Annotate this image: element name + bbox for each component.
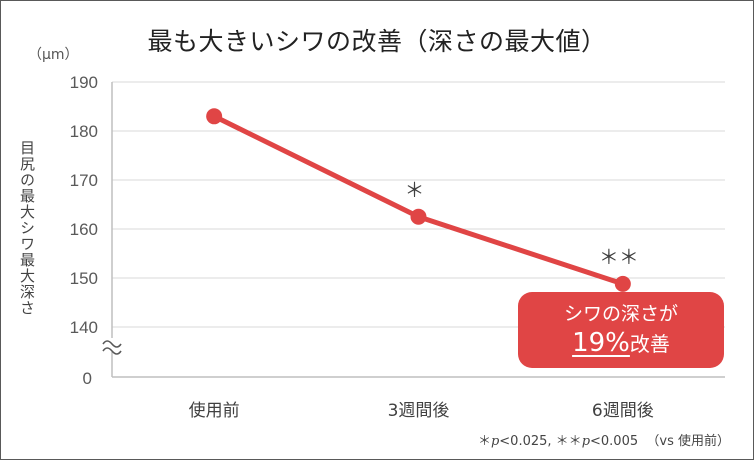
footnote-t2: <0.005: [590, 434, 639, 449]
x-tick-label: 3週間後: [388, 401, 450, 421]
data-point: [614, 275, 631, 292]
chart-title: 最も大きいシワの改善（深さの最大値）: [147, 27, 607, 56]
x-tick-label: 6週間後: [592, 401, 654, 421]
y-tick-label: 180: [70, 122, 98, 141]
significance-marker: ＊: [405, 178, 425, 202]
improvement-callout: シワの深さが 19%改善: [518, 292, 724, 368]
y-tick-label: 190: [70, 73, 98, 92]
callout-percent: 19%: [572, 328, 630, 358]
footnote-t1: <0.025,: [499, 434, 552, 449]
y-axis-label: 目尻の最大シワ最大深さ: [18, 140, 36, 316]
footnote-p2: p: [581, 434, 591, 449]
callout-suffix: 改善: [629, 332, 670, 356]
footnote-star1: ＊: [477, 434, 491, 449]
significance-footnote: ＊p<0.025, ＊＊p<0.005 （vs 使用前）: [478, 430, 730, 449]
footnote-p1: p: [490, 434, 500, 449]
x-tick-label: 使用前: [189, 400, 240, 421]
y-tick-label: 170: [70, 171, 98, 190]
footnote-star2: ＊＊: [555, 434, 582, 449]
y-tick-label: 150: [70, 269, 98, 288]
callout-line1: シワの深さが: [563, 303, 678, 325]
footnote-vs: （vs 使用前）: [646, 434, 730, 449]
data-point: [206, 108, 223, 125]
y-tick-label: 140: [70, 318, 98, 337]
significance-marker: ＊＊: [599, 245, 639, 269]
y-tick-label: 160: [70, 220, 98, 239]
callout-line2: 19%改善: [518, 328, 724, 358]
y-tick-label: 0: [83, 369, 92, 388]
axis-break-mark: [102, 347, 122, 355]
data-point: [410, 208, 427, 225]
axis-break-mark: [102, 340, 122, 348]
y-unit-label: （μm）: [28, 47, 79, 63]
